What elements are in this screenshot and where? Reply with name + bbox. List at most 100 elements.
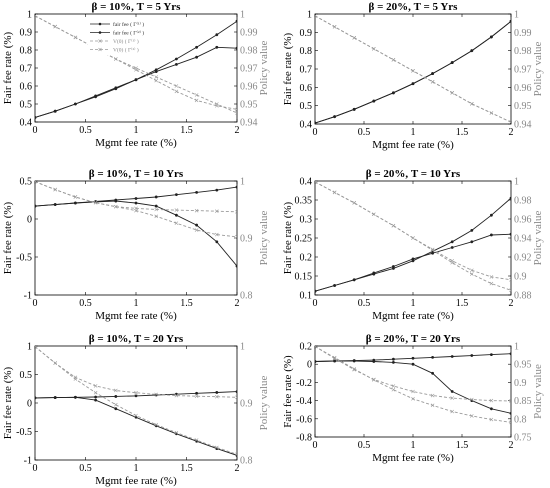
y2-tick-label: 0.96 [514,215,532,226]
data-point [411,69,415,73]
data-point [235,395,237,400]
data-point [391,384,396,388]
data-point [352,278,356,282]
data-point [431,72,434,75]
y2-tick-label: 0.97 [240,64,258,75]
data-point [134,390,138,395]
series-line [315,20,511,124]
data-point [315,121,317,124]
data-point [333,284,336,287]
data-point [53,109,57,113]
data-point [215,33,219,37]
data-point [490,407,493,411]
chart-panel: 0 0.5 1 1.5 2 -1 -0.5 0 0.5 1 0.8 0.9 1 β = 10%, T = … [2,333,270,487]
chart-panel: 0 0.5 1 1.5 2 0.4 0.5 0.6 0.7 0.8 0.9 1 0.94 0.95 0.96… [2,1,270,149]
data-point [332,355,337,360]
data-point [194,93,199,97]
data-point [469,272,474,276]
data-point [73,377,78,381]
y2-axis-label: Policy value [258,41,270,96]
y-axis-label: Fair fee rate (%) [2,31,14,104]
y2-tick-label: 0.98 [514,46,532,57]
data-point [35,396,37,400]
data-point [469,414,474,418]
data-point [93,384,98,388]
series-line [315,15,511,123]
data-point [53,361,58,365]
legend-box [88,19,176,55]
data-point [372,272,376,276]
data-point [154,204,158,208]
data-point [430,80,435,84]
x-axis-label: Mgmt fee rate (%) [95,310,177,322]
x-tick-label: 0 [313,298,318,309]
data-point [134,413,138,418]
data-point [195,223,199,227]
x-tick-label: 1.5 [180,298,193,309]
x-tick-label: 0 [313,440,318,451]
x-tick-label: 0.5 [358,298,371,309]
data-point [134,78,138,82]
data-point [431,371,434,375]
y2-tick-label: 1 [240,342,245,353]
legend-marker [98,47,102,52]
y-tick-label: 0.15 [295,272,313,283]
data-point [215,240,219,244]
series-group [315,14,511,124]
series-group [35,181,237,268]
y-tick-label: 0.4 [20,118,33,129]
data-point [469,102,474,106]
data-point [235,19,237,23]
data-point [215,391,219,394]
y-tick-label: 0.7 [300,65,313,76]
data-point [509,232,511,236]
data-point [154,195,158,199]
y2-tick-label: 1 [514,10,519,21]
y2-tick-label: 0.99 [514,28,532,39]
y-tick-label: 0.5 [300,101,313,112]
data-point [134,197,138,200]
data-point [194,228,199,232]
x-tick-label: 0.5 [79,298,92,309]
data-point [450,409,455,414]
data-point [194,394,199,398]
data-point [450,355,454,358]
data-point [35,181,37,184]
data-point [175,57,178,61]
x-tick-label: 2 [509,440,514,451]
legend-label: fair fee ( Γ⁽²⁾ ) [113,30,144,37]
data-point [509,196,511,200]
series-group [315,346,511,425]
data-point [154,422,159,427]
data-point [315,360,317,363]
data-point [214,209,219,214]
data-point [214,445,219,450]
series-line [35,346,237,398]
data-point [235,209,237,214]
y2-tick-label: 0.95 [514,101,532,112]
series-line [35,396,237,456]
data-point [391,58,396,62]
data-point [53,24,58,29]
y-tick-label: 1 [27,342,32,353]
y2-tick-label: 0.9 [240,234,253,245]
y-tick-label: 0.5 [20,177,33,188]
y-tick-label: 0.3 [300,215,313,226]
y2-tick-label: 1 [240,177,245,188]
data-point [470,240,474,244]
series-line [35,181,237,213]
y-tick-label: 0.2 [300,253,313,264]
y2-tick-label: 1 [514,342,519,353]
data-point [113,388,118,393]
data-point [154,392,159,397]
x-tick-label: 1.5 [180,463,193,474]
data-point [114,199,118,203]
data-point [174,221,179,225]
chart-panel: 0 0.5 1 1.5 2 0.4 0.5 0.6 0.7 0.8 0.9 1 0.94 0.95 0.96… [282,1,544,151]
y2-tick-label: 0.85 [514,396,532,407]
data-point [154,78,159,83]
chart-panel: 0 0.5 1 1.5 2 0.1 0.15 0.2 0.25 0.3 0.35 0.4 0.88 0.9… [282,168,544,322]
series-line [35,181,237,238]
data-point [134,208,138,213]
data-point [94,398,97,402]
